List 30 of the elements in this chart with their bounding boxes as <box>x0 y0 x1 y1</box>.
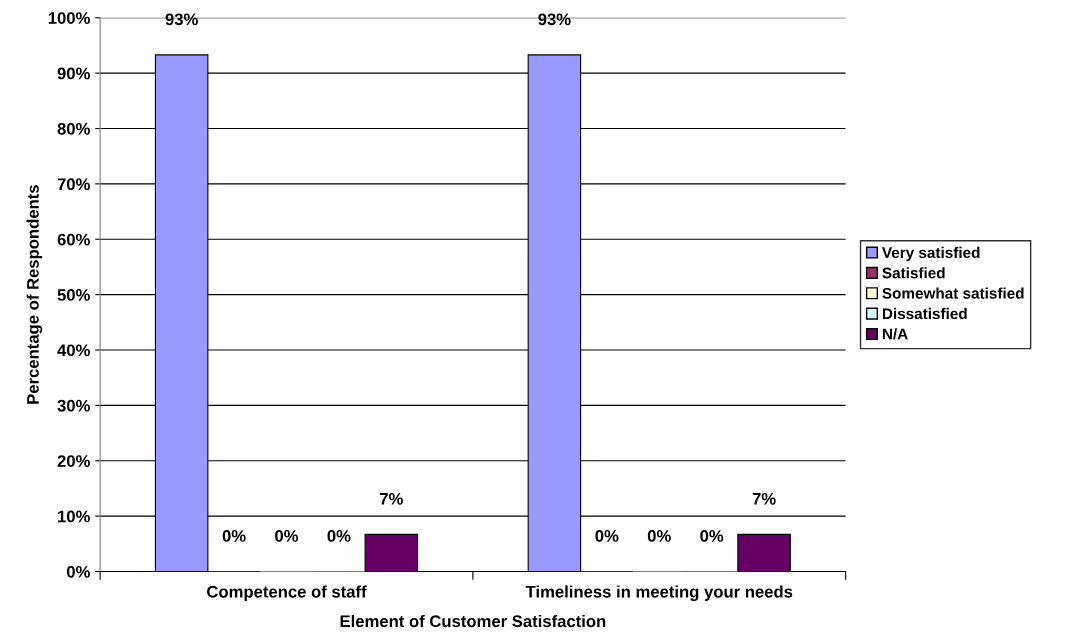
y-tick-label: 50% <box>57 289 90 301</box>
x-tick-label: Timeliness in meeting your needs <box>525 585 793 601</box>
legend-label: Satisfied <box>882 267 945 279</box>
data-label: 93% <box>165 13 198 26</box>
y-tick-label: 100% <box>48 12 90 24</box>
legend-label: N/A <box>882 328 908 340</box>
y-tick-label: 30% <box>57 399 90 412</box>
y-tick-label: 70% <box>57 178 90 191</box>
data-label: 0% <box>222 530 246 542</box>
y-tick-label: 90% <box>57 67 90 80</box>
y-tick-label: 0% <box>66 565 90 578</box>
data-label: 0% <box>647 530 671 542</box>
data-label: 0% <box>595 530 619 542</box>
legend-label: Very satisfied <box>882 246 980 262</box>
legend-label: Dissatisfied <box>882 307 967 320</box>
y-tick-label: 40% <box>57 344 90 357</box>
data-label: 0% <box>700 530 724 542</box>
x-tick-label: Competence of staff <box>207 585 367 601</box>
y-tick-label: 20% <box>57 455 90 467</box>
data-label: 0% <box>327 530 351 542</box>
data-label: 0% <box>275 530 299 542</box>
y-tick-label: 60% <box>57 233 90 246</box>
legend-label: Somewhat satisfied <box>882 287 1024 299</box>
data-label: 7% <box>379 492 403 505</box>
y-tick-label: 80% <box>57 122 90 135</box>
data-label: 7% <box>752 492 776 505</box>
y-axis-title: Percentage of Respondents <box>26 185 43 404</box>
y-tick-label: 10% <box>58 510 90 523</box>
x-axis-title: Element of Customer Satisfaction <box>340 614 606 628</box>
data-label: 93% <box>538 13 571 26</box>
